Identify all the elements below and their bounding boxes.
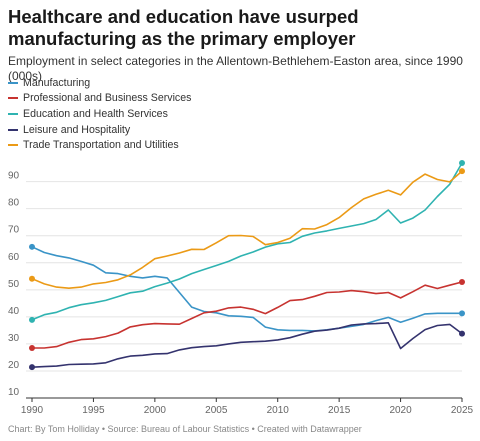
x-axis-ticks: 1990 1995 2000 2005 2010 2015 2020 2025 — [21, 398, 474, 416]
series-line-trade-transportation-and-utilities — [31, 170, 463, 289]
legend-swatch — [8, 97, 18, 100]
legend-item-leisure-and-hospitality: Leisure and Hospitality — [8, 122, 191, 138]
x-tick-label: 2020 — [389, 405, 412, 416]
chart-footer: Chart: By Tom Holliday • Source: Bureau … — [8, 424, 362, 434]
line-chart: 10 20 30 40 50 60 70 80 90 1990 1995 2000 2005 2010 2… — [8, 159, 474, 416]
legend-item-trade-transportation-and-utilities: Trade Transportation and Utilities — [8, 137, 191, 153]
legend-item-professional-and-business-services: Professional and Business Services — [8, 91, 191, 107]
legend-label: Manufacturing — [23, 76, 91, 89]
legend-label: Trade Transportation and Utilities — [23, 139, 179, 152]
y-tick-label: 80 — [8, 198, 20, 209]
chart-subtitle: Employment in select categories in the A… — [8, 54, 463, 83]
end-point-professional-and-business-services — [459, 278, 465, 285]
end-point-manufacturing — [459, 310, 465, 317]
series-end-points — [29, 159, 465, 371]
x-tick-label: 2000 — [144, 405, 167, 416]
chart-title: Healthcare and education have usurped ma… — [8, 6, 359, 49]
series-line-manufacturing — [31, 246, 463, 332]
x-tick-label: 2015 — [328, 405, 351, 416]
series-line-professional-and-business-services — [31, 281, 463, 349]
y-axis-ticks: 10 20 30 40 50 60 70 80 90 — [8, 171, 20, 398]
y-tick-label: 30 — [8, 333, 20, 344]
x-tick-label: 2005 — [205, 405, 228, 416]
end-point-education-and-health-services — [459, 159, 465, 166]
series-line-leisure-and-hospitality — [31, 322, 463, 368]
series-lines — [31, 162, 463, 368]
x-tick-label: 1990 — [21, 405, 44, 416]
x-tick-label: 2010 — [267, 405, 290, 416]
x-tick-label: 2025 — [451, 405, 474, 416]
start-point-leisure-and-hospitality — [29, 364, 35, 371]
start-point-professional-and-business-services — [29, 344, 35, 351]
y-tick-label: 90 — [8, 171, 20, 182]
end-point-trade-transportation-and-utilities — [459, 168, 465, 175]
start-point-trade-transportation-and-utilities — [29, 275, 35, 282]
legend-item-education-and-health-services: Education and Health Services — [8, 106, 191, 122]
y-tick-label: 60 — [8, 252, 20, 263]
legend-label: Professional and Business Services — [23, 92, 192, 105]
y-tick-label: 50 — [8, 279, 20, 290]
legend-swatch — [8, 144, 18, 147]
legend-swatch — [8, 112, 18, 115]
gridlines — [26, 181, 462, 399]
start-point-education-and-health-services — [29, 316, 35, 323]
legend-swatch — [8, 81, 18, 84]
legend-label: Leisure and Hospitality — [23, 123, 131, 136]
y-tick-label: 70 — [8, 225, 20, 236]
end-point-leisure-and-hospitality — [459, 330, 465, 337]
legend: Manufacturing Professional and Business S… — [8, 75, 191, 153]
x-tick-label: 1995 — [82, 405, 105, 416]
y-tick-label: 10 — [8, 387, 20, 398]
legend-item-manufacturing: Manufacturing — [8, 75, 191, 91]
legend-label: Education and Health Services — [23, 107, 168, 120]
legend-swatch — [8, 128, 18, 131]
start-point-manufacturing — [29, 243, 35, 250]
y-tick-label: 40 — [8, 306, 20, 317]
series-line-education-and-health-services — [31, 162, 463, 321]
y-tick-label: 20 — [8, 360, 20, 371]
